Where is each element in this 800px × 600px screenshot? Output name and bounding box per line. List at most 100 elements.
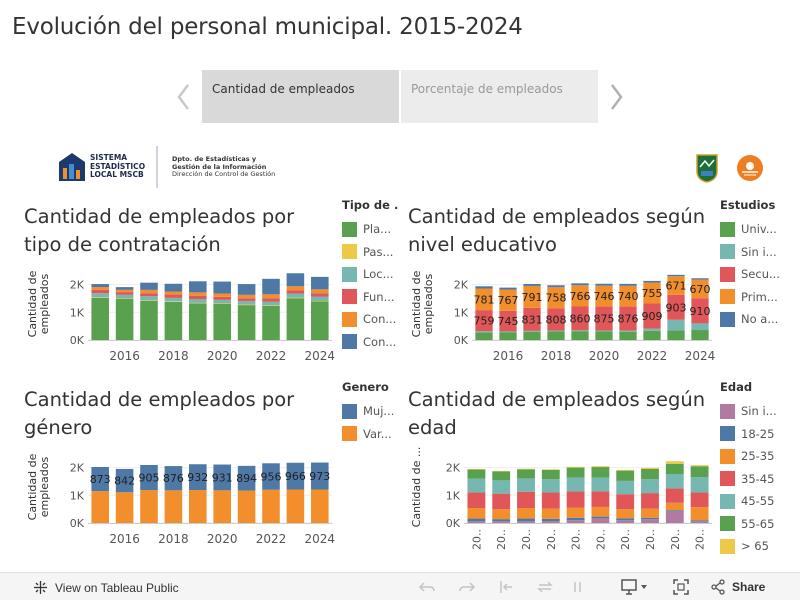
bar-segment[interactable] — [237, 284, 256, 295]
bar-segment[interactable] — [566, 466, 585, 468]
legend-genero[interactable]: Genero Muj... Var... — [342, 380, 398, 445]
bar-segment[interactable] — [492, 509, 511, 520]
bar-segment[interactable] — [311, 289, 329, 294]
bar-segment[interactable] — [595, 285, 613, 307]
chart-contratacion[interactable]: Cantidad de empleados 0K 1K 2K 2016 2018 2020 20… — [24, 262, 340, 372]
bar-segment[interactable] — [690, 492, 709, 508]
bar-segment[interactable] — [691, 330, 709, 340]
bar-segment[interactable] — [523, 285, 541, 308]
bar-segment[interactable] — [237, 465, 256, 491]
bar-segment[interactable] — [115, 287, 134, 290]
bar-segment[interactable] — [616, 469, 635, 471]
bar-segment[interactable] — [140, 282, 158, 290]
bar-segment[interactable] — [262, 301, 280, 306]
legend-item[interactable]: Univ... — [720, 218, 786, 241]
bar-segment[interactable] — [595, 283, 613, 286]
bar-segment[interactable] — [591, 477, 610, 492]
bar-segment[interactable] — [541, 521, 560, 523]
legend-item[interactable]: Pas... — [342, 241, 398, 264]
bar-segment[interactable] — [591, 466, 610, 468]
undo-icon[interactable] — [418, 578, 436, 596]
bar-segment[interactable] — [619, 306, 637, 331]
revert-icon[interactable] — [498, 578, 516, 596]
bar-segment[interactable] — [571, 285, 589, 307]
bar-segment[interactable] — [311, 301, 329, 340]
bar-segment[interactable] — [467, 508, 486, 519]
bar-segment[interactable] — [164, 283, 183, 292]
bar-segment[interactable] — [690, 465, 709, 467]
bar-segment[interactable] — [262, 489, 280, 523]
legend-item[interactable]: No a... — [720, 308, 786, 331]
bar-segment[interactable] — [523, 307, 541, 331]
bar-segment[interactable] — [492, 480, 511, 494]
redo-icon[interactable] — [458, 578, 476, 596]
bar-segment[interactable] — [286, 286, 305, 291]
bar-segment[interactable] — [115, 492, 134, 523]
bar-segment[interactable] — [115, 468, 134, 493]
bar-segment[interactable] — [691, 298, 709, 324]
bar-segment[interactable] — [571, 283, 589, 286]
bar-segment[interactable] — [467, 469, 486, 479]
bar-segment[interactable] — [541, 469, 560, 470]
bar-segment[interactable] — [499, 331, 517, 333]
bar-segment[interactable] — [641, 517, 659, 520]
bar-segment[interactable] — [164, 490, 183, 523]
legend-item[interactable]: Prim... — [720, 286, 786, 309]
chart-edad[interactable]: Cantidad de ... 0K 1K 2K 20.. 20.. 20.. 20.. 20.… — [408, 445, 718, 570]
bar-segment[interactable] — [91, 284, 109, 288]
bar-segment[interactable] — [499, 287, 517, 290]
bar-segment[interactable] — [467, 469, 486, 470]
bar-segment[interactable] — [475, 286, 493, 289]
bar-segment[interactable] — [189, 302, 207, 304]
bar-segment[interactable] — [492, 493, 511, 510]
bar-segment[interactable] — [691, 278, 709, 280]
bar-segment[interactable] — [189, 281, 207, 293]
bar-segment[interactable] — [164, 466, 183, 491]
bar-segment[interactable] — [641, 467, 659, 469]
view-on-tableau-link[interactable]: View on Tableau Public — [33, 580, 179, 595]
bar-segment[interactable] — [566, 520, 585, 523]
bar-segment[interactable] — [140, 293, 158, 297]
chart-educacion[interactable]: Cantidad de empleados 0K 1K 2K 759 745 831 808 86… — [408, 262, 718, 372]
bar-segment[interactable] — [619, 283, 637, 286]
bar-segment[interactable] — [667, 319, 685, 331]
bar-segment[interactable] — [189, 292, 207, 296]
bar-segment[interactable] — [467, 518, 486, 522]
bar-segment[interactable] — [262, 278, 280, 295]
bar-segment[interactable] — [517, 491, 535, 509]
tab-porcentaje[interactable]: Porcentaje de empleados — [401, 70, 598, 123]
bar-segment[interactable] — [237, 300, 256, 305]
legend-item[interactable]: Secu... — [720, 263, 786, 286]
bar-segment[interactable] — [541, 518, 560, 522]
bar-segment[interactable] — [591, 467, 610, 478]
bar-segment[interactable] — [595, 330, 613, 332]
bar-segment[interactable] — [115, 292, 134, 295]
bar-segment[interactable] — [91, 466, 109, 492]
bar-segment[interactable] — [541, 479, 560, 493]
legend-item[interactable]: 35-45 — [720, 468, 786, 491]
bar-segment[interactable] — [523, 330, 541, 332]
bar-segment[interactable] — [213, 303, 231, 304]
bar-segment[interactable] — [492, 519, 511, 522]
bar-segment[interactable] — [91, 491, 109, 523]
bar-segment[interactable] — [665, 473, 684, 489]
bar-segment[interactable] — [641, 519, 659, 523]
bar-segment[interactable] — [517, 468, 535, 470]
bar-segment[interactable] — [591, 506, 610, 517]
bar-segment[interactable] — [523, 284, 541, 286]
bar-segment[interactable] — [286, 293, 305, 298]
bar-segment[interactable] — [641, 493, 659, 509]
bar-segment[interactable] — [547, 308, 565, 331]
bar-segment[interactable] — [690, 466, 709, 478]
bar-segment[interactable] — [571, 306, 589, 331]
bar-segment[interactable] — [164, 294, 183, 298]
bar-segment[interactable] — [665, 461, 684, 464]
bar-segment[interactable] — [591, 491, 610, 507]
bar-segment[interactable] — [115, 298, 134, 300]
bar-segment[interactable] — [499, 310, 517, 332]
bar-segment[interactable] — [286, 297, 305, 299]
bar-segment[interactable] — [467, 492, 486, 509]
legend-item[interactable]: Pla... — [342, 218, 398, 241]
bar-segment[interactable] — [667, 274, 685, 277]
